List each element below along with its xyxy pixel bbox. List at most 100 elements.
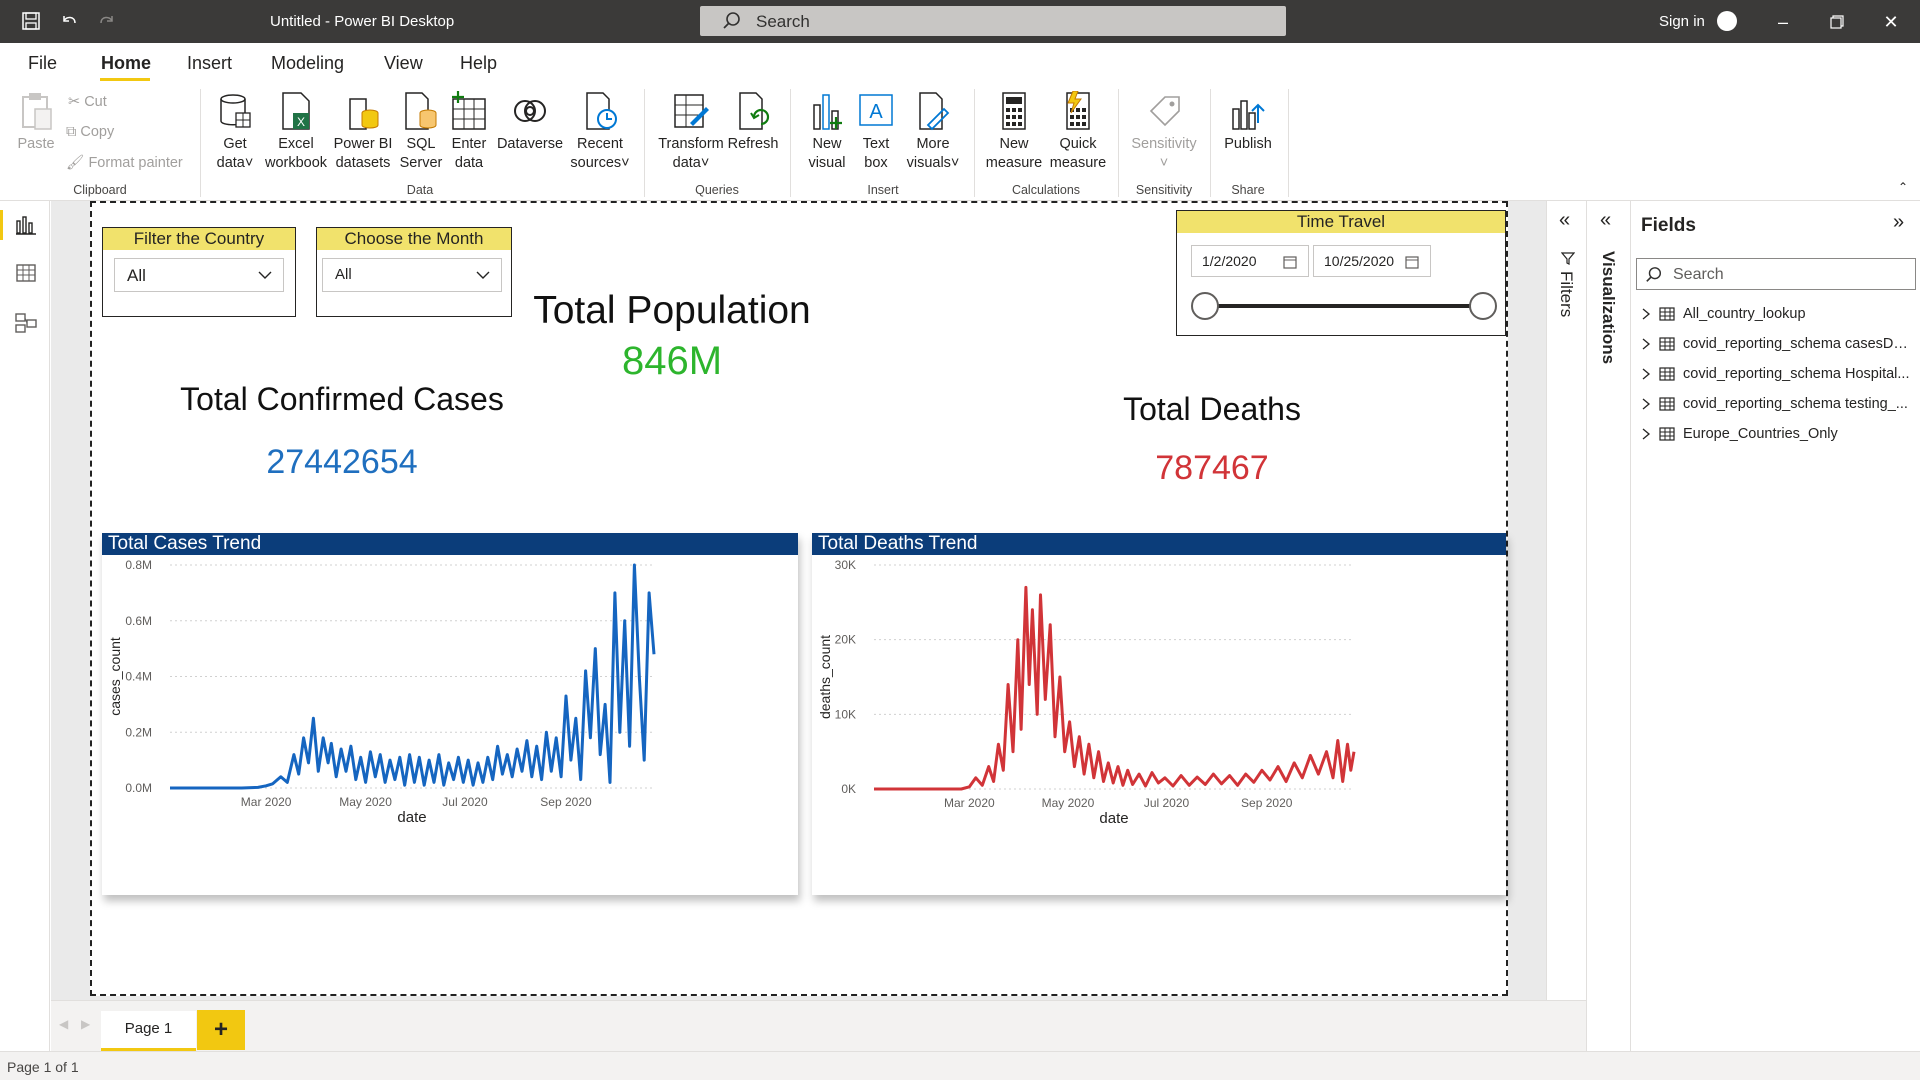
country-slicer-title: Filter the Country <box>103 228 295 250</box>
quick-measure-icon <box>1066 91 1090 130</box>
collapse-fields-icon[interactable]: » <box>1893 211 1905 233</box>
collapse-filters-icon[interactable]: « <box>1559 209 1571 231</box>
paste-label: Paste <box>17 136 55 152</box>
paste-icon <box>22 93 52 130</box>
fields-search-input[interactable]: Search <box>1636 258 1916 290</box>
new-visual-button[interactable]: New visual <box>800 91 854 173</box>
redo-icon[interactable] <box>96 11 118 33</box>
cut-label: Cut <box>84 94 107 110</box>
tab-view[interactable]: View <box>384 53 423 73</box>
x-tick-label: Jul 2020 <box>442 795 488 809</box>
visualizations-pane[interactable]: « Visualizations <box>1586 201 1630 1051</box>
country-slicer: Filter the Country All <box>102 227 296 317</box>
refresh-button[interactable]: Refresh <box>727 91 779 154</box>
y-tick-label: 30K <box>835 558 856 572</box>
x-tick-label: Sep 2020 <box>1241 796 1293 810</box>
page-status: Page 1 of 1 <box>7 1059 79 1075</box>
slider-start-handle[interactable] <box>1191 292 1219 320</box>
copy-button[interactable]: ⧉ Copy <box>66 124 114 140</box>
group-label-clipboard: Clipboard <box>73 183 127 197</box>
next-page-icon[interactable]: ▶ <box>81 1017 91 1031</box>
ribbon-divider <box>974 89 975 197</box>
transform-icon <box>674 94 709 128</box>
prev-page-icon[interactable]: ◀ <box>59 1017 69 1031</box>
country-dropdown-value: All <box>127 266 146 285</box>
chevron-down-icon: ˅ <box>244 155 254 171</box>
country-dropdown[interactable]: All <box>114 258 284 292</box>
ribbon-divider <box>1210 89 1211 197</box>
excel-workbook-button[interactable]: X Excel workbook <box>262 91 330 173</box>
sql-server-button[interactable]: SQL Server <box>397 91 445 173</box>
y-tick-label: 0.8M <box>125 558 152 572</box>
enter-data-button[interactable]: Enter data <box>446 91 492 173</box>
model-view-icon[interactable] <box>14 311 38 335</box>
chevron-down-icon: ˅ <box>950 155 960 171</box>
start-date-input[interactable]: 1/2/2020 <box>1191 245 1309 277</box>
calendar-icon[interactable] <box>1282 254 1298 270</box>
collapse-visualizations-icon[interactable]: « <box>1600 209 1612 231</box>
new-measure-button[interactable]: New measure <box>984 91 1044 173</box>
dataverse-button[interactable]: Dataverse <box>494 91 566 154</box>
end-date-input[interactable]: 10/25/2020 <box>1313 245 1431 277</box>
table-icon <box>1659 397 1675 411</box>
power-bi-datasets-button[interactable]: Power BI datasets <box>331 91 395 173</box>
field-table-label: Europe_Countries_Only <box>1683 426 1838 442</box>
text-box-button[interactable]: A Text box <box>856 91 896 173</box>
tab-file[interactable]: File <box>28 53 58 73</box>
sensitivity-label: Sensitivity <box>1131 136 1197 152</box>
sensitivity-button[interactable]: Sensitivity ˅ <box>1126 91 1202 173</box>
chevron-down-icon <box>476 271 490 279</box>
quick-measure-button[interactable]: Quick measure <box>1046 91 1110 173</box>
month-dropdown[interactable]: All <box>322 258 502 292</box>
avatar[interactable] <box>1717 11 1737 31</box>
data-view-icon[interactable] <box>14 261 38 285</box>
tab-insert[interactable]: Insert <box>187 53 233 73</box>
calendar-icon[interactable] <box>1404 254 1420 270</box>
more-visuals-button[interactable]: More visuals˅ <box>900 91 966 173</box>
page-tab-1[interactable]: Page 1 <box>101 1011 196 1051</box>
format-painter-button[interactable]: 🖌 Format painter <box>66 154 183 171</box>
minimize-button[interactable]: – <box>1777 12 1788 32</box>
close-button[interactable]: ✕ <box>1883 12 1899 32</box>
filters-pane[interactable]: « Filters <box>1546 201 1586 1051</box>
get-data-button[interactable]: Get data˅ <box>210 91 260 173</box>
chevron-right-icon[interactable] <box>1641 307 1651 321</box>
chevron-down-icon: ˅ <box>700 155 710 171</box>
cases-chart-title: Total Cases Trend <box>102 533 798 555</box>
datasets-label-1: Power BI <box>333 136 393 152</box>
restore-button[interactable] <box>1822 8 1852 36</box>
cases-trend-chart[interactable]: Total Cases Trend 0.0M 0.2M 0.4M 0.6M 0.8M Ma… <box>102 533 798 895</box>
dataset-icon <box>349 98 379 130</box>
recent-sources-button[interactable]: Recent sources˅ <box>566 91 634 173</box>
y-tick-label: 10K <box>835 707 856 721</box>
publish-icon <box>1232 100 1265 130</box>
x-tick-label: Mar 2020 <box>241 795 292 809</box>
title-search-box[interactable]: Search <box>700 6 1286 36</box>
chevron-right-icon[interactable] <box>1641 397 1651 411</box>
page-tabs-bar: ◀ ▶ Page 1 + <box>51 1000 1586 1051</box>
sign-in-link[interactable]: Sign in <box>1659 13 1705 30</box>
chevron-right-icon[interactable] <box>1641 367 1651 381</box>
deaths-trend-chart[interactable]: Total Deaths Trend 0K 10K 20K 30K Mar 2020 Ma… <box>812 533 1506 895</box>
add-page-button[interactable]: + <box>197 1010 245 1050</box>
transform-data-button[interactable]: Transform data˅ <box>655 91 727 173</box>
collapse-ribbon-icon[interactable]: ⌃ <box>1898 180 1909 194</box>
undo-icon[interactable] <box>58 11 80 33</box>
cut-button[interactable]: ✂ Cut <box>68 94 107 110</box>
chevron-right-icon[interactable] <box>1641 337 1651 351</box>
date-range-slider[interactable] <box>1191 289 1497 323</box>
paintbrush-icon: 🖌 <box>66 155 85 171</box>
format-painter-label: Format painter <box>88 155 183 171</box>
tab-help[interactable]: Help <box>460 53 498 73</box>
chevron-right-icon[interactable] <box>1641 427 1651 441</box>
month-dropdown-value: All <box>335 266 352 283</box>
report-view-icon[interactable] <box>14 213 38 237</box>
tab-modeling[interactable]: Modeling <box>271 53 345 73</box>
save-icon[interactable] <box>20 11 42 33</box>
publish-button[interactable]: Publish <box>1218 91 1278 154</box>
new-visual-label-1: New <box>812 136 842 152</box>
paste-button[interactable]: Paste <box>14 91 58 154</box>
table-plus-icon <box>452 91 486 130</box>
tab-home[interactable]: Home <box>101 53 152 73</box>
slider-end-handle[interactable] <box>1469 292 1497 320</box>
